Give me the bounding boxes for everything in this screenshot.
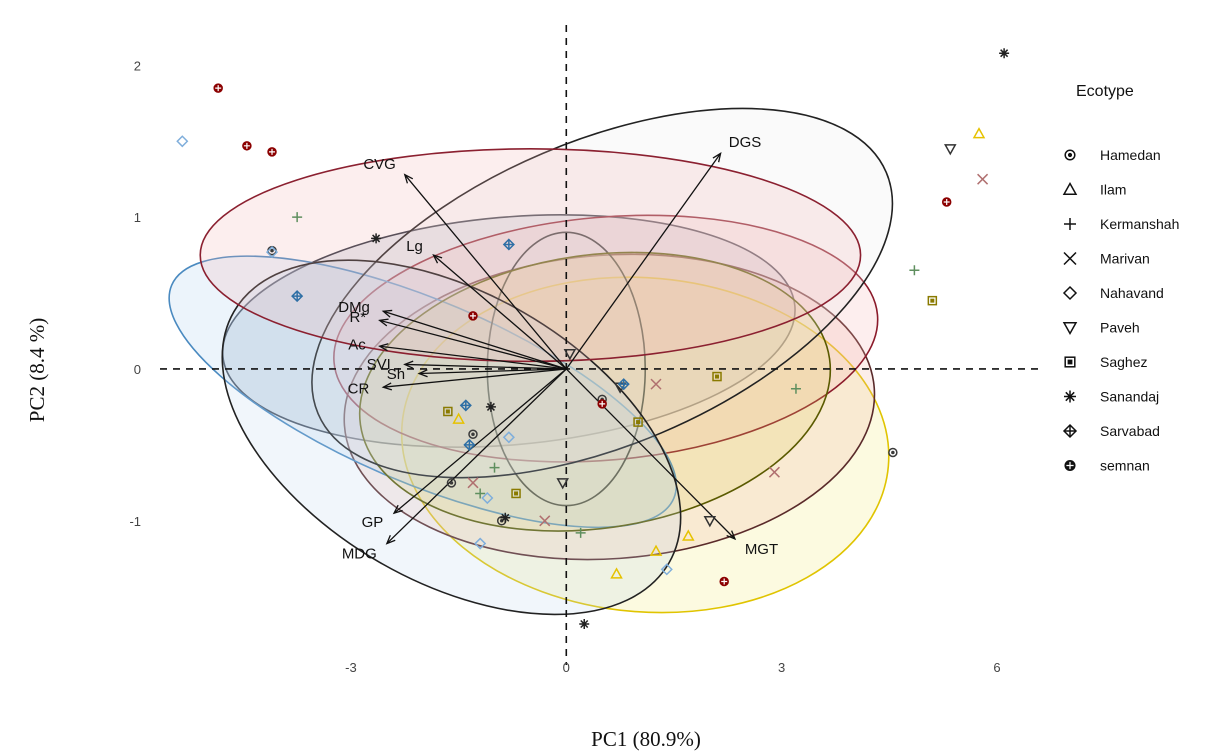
- legend-key-sarvabad: [1064, 425, 1076, 437]
- point-sanandaj: [371, 233, 381, 243]
- legend-label-kermanshah: Kermanshah: [1100, 216, 1179, 232]
- legend-key-saghez: [1065, 357, 1075, 367]
- legend-label-sanandaj: Sanandaj: [1100, 389, 1159, 405]
- y-tick-label: 0: [134, 362, 141, 377]
- point-semnan: [268, 148, 276, 156]
- legend-key-nahavand: [1064, 287, 1076, 299]
- legend-label-nahavand: Nahavand: [1100, 285, 1164, 301]
- point-semnan: [214, 84, 222, 92]
- point-saghez: [928, 297, 936, 305]
- vector-label: Lg: [406, 238, 423, 255]
- x-tick-label: -3: [345, 660, 357, 675]
- point-semnan: [469, 312, 477, 320]
- confidence-ellipses: [136, 33, 945, 688]
- legend-label-sarvabad: Sarvabad: [1100, 423, 1160, 439]
- x-tick-label: 3: [778, 660, 785, 675]
- legend-key-kermanshah: [1064, 218, 1076, 230]
- vector-label: MGT: [745, 541, 778, 558]
- legend-label-hamedan: Hamedan: [1100, 147, 1161, 163]
- point-marivan: [978, 174, 988, 184]
- legend-label-marivan: Marivan: [1100, 251, 1150, 267]
- vector-label: MDG: [342, 545, 377, 562]
- vector-label: GP: [362, 514, 384, 531]
- y-axis-title: PC2 (8.4 %): [25, 318, 49, 422]
- point-sanandaj: [486, 402, 496, 412]
- x-tick-label: 6: [993, 660, 1000, 675]
- point-ilam: [974, 129, 984, 138]
- legend-title: Ecotype: [1076, 83, 1134, 100]
- point-semnan: [243, 142, 251, 150]
- legend-key-paveh: [1064, 323, 1076, 334]
- x-tick-label: 0: [563, 660, 570, 675]
- legend-label-saghez: Saghez: [1100, 354, 1147, 370]
- y-tick-label: 1: [134, 210, 141, 225]
- vector-label: Ac: [348, 337, 366, 354]
- y-tick-label: 2: [134, 58, 141, 73]
- legend-label-paveh: Paveh: [1100, 320, 1140, 336]
- legend: Ecotype Hamedan Ilam Kermanshah Marivan Naha…: [1064, 83, 1179, 474]
- legend-key-sanandaj: [1064, 391, 1076, 403]
- point-semnan: [943, 198, 951, 206]
- point-kermanshah: [909, 265, 919, 275]
- legend-key-hamedan: [1065, 150, 1075, 160]
- vector-label: DGS: [729, 134, 762, 151]
- point-sanandaj: [999, 48, 1009, 58]
- vector-label: Sh: [387, 366, 405, 383]
- point-sanandaj: [579, 619, 589, 629]
- point-sanandaj: [500, 513, 510, 523]
- point-paveh: [945, 145, 955, 154]
- point-semnan: [598, 400, 606, 408]
- legend-key-ilam: [1064, 184, 1076, 195]
- legend-key-semnan: [1065, 461, 1075, 471]
- point-nahavand: [177, 136, 187, 146]
- legend-label-semnan: semnan: [1100, 458, 1150, 474]
- legend-key-marivan: [1064, 253, 1076, 265]
- vector-label: CR: [348, 381, 370, 398]
- vector-label: CVG: [363, 156, 396, 173]
- legend-label-ilam: Ilam: [1100, 182, 1126, 198]
- point-semnan: [720, 578, 728, 586]
- y-tick-label: -1: [129, 514, 141, 529]
- point-hamedan: [889, 448, 897, 456]
- ellipse-semnan: [200, 149, 860, 362]
- x-axis-title: PC1 (80.9%): [591, 727, 701, 751]
- vector-label: R*: [349, 309, 366, 326]
